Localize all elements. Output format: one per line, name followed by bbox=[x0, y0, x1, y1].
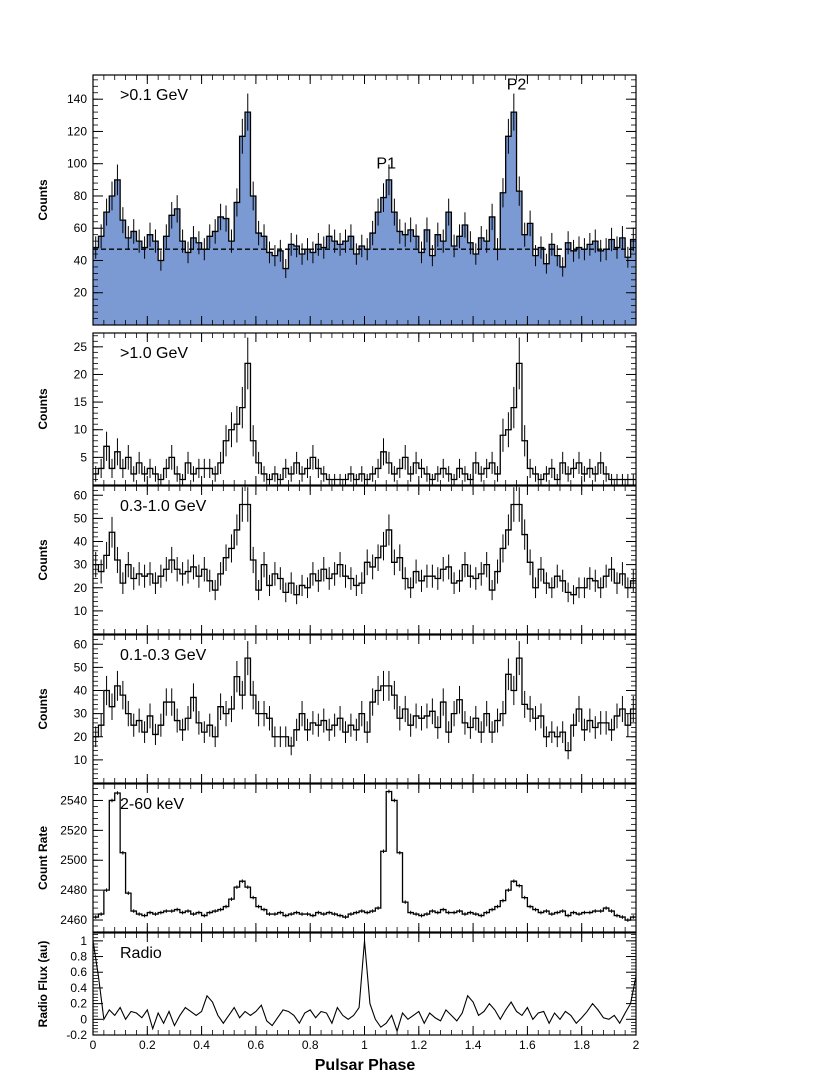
y-tick-label: 0.2 bbox=[70, 997, 87, 1011]
panel-1: 20 40 60 80 100 120 140 Counts >0.1 GeV P1 P2 bbox=[36, 74, 637, 326]
y-tick-label: 0.4 bbox=[70, 981, 87, 995]
panel-plot-area bbox=[93, 487, 636, 605]
y-tick-label: 40 bbox=[74, 535, 88, 549]
y-tick-label: 2520 bbox=[60, 823, 87, 837]
y-tick-label: 0 bbox=[80, 1012, 87, 1026]
panel-label: 0.1-0.3 GeV bbox=[120, 647, 207, 664]
x-tick-label: 0.8 bbox=[302, 1038, 319, 1052]
y-tick-label: 30 bbox=[74, 558, 88, 572]
y-tick-label: 40 bbox=[74, 684, 88, 698]
x-tick-label: 1.8 bbox=[573, 1038, 590, 1052]
y-tick-label: 60 bbox=[74, 637, 88, 651]
panel-2: 5 10 15 20 25 Counts >1.0 GeV bbox=[36, 332, 637, 486]
x-axis-label: Pulsar Phase bbox=[315, 1057, 416, 1074]
panel-frame bbox=[92, 932, 637, 1036]
panel-3: 10 20 30 40 50 60 Counts 0.3-1.0 GeV bbox=[36, 485, 637, 635]
y-tick-label: 10 bbox=[74, 604, 88, 618]
y-tick-label: 120 bbox=[67, 124, 87, 138]
y-tick-label: 0.6 bbox=[70, 965, 87, 979]
panel-plot-area bbox=[93, 93, 636, 325]
y-tick-label: 20 bbox=[74, 581, 88, 595]
y-axis-label: Counts bbox=[36, 688, 50, 730]
y-tick-label: 5 bbox=[80, 450, 87, 464]
y-tick-label: 60 bbox=[74, 221, 88, 235]
panel-label: >1.0 GeV bbox=[120, 345, 188, 362]
y-tick-label: 2480 bbox=[60, 883, 87, 897]
y-tick-label: 0.8 bbox=[70, 950, 87, 964]
y-axis-label: Counts bbox=[36, 539, 50, 581]
y-tick-label: 2540 bbox=[60, 793, 87, 807]
panel-5: 2460 2480 2500 2520 2540 Count Rate 2-60 keV bbox=[36, 783, 637, 933]
peak-annotation: P1 bbox=[376, 156, 396, 173]
panel-plot-area bbox=[93, 940, 636, 1033]
x-tick-label: 0.2 bbox=[139, 1038, 156, 1052]
panel-label: Radio bbox=[120, 945, 162, 962]
y-tick-label: 20 bbox=[74, 730, 88, 744]
panel-label: 2-60 keV bbox=[120, 796, 184, 813]
histogram-fill bbox=[93, 112, 636, 325]
x-tick-label: 0.4 bbox=[193, 1038, 210, 1052]
histogram-steps bbox=[93, 503, 636, 596]
peak-annotation: P2 bbox=[507, 77, 527, 94]
y-tick-label: 140 bbox=[67, 92, 87, 106]
y-tick-label: 25 bbox=[74, 340, 88, 354]
y-axis-label: Radio Flux (au) bbox=[36, 941, 50, 1028]
x-tick-label: 1.4 bbox=[465, 1038, 482, 1052]
y-axis-label: Counts bbox=[36, 388, 50, 430]
y-tick-label: 1 bbox=[80, 934, 87, 948]
y-tick-label: 50 bbox=[74, 511, 88, 525]
y-tick-label: 50 bbox=[74, 660, 88, 674]
y-tick-label: 40 bbox=[74, 253, 88, 267]
panel-plot-area bbox=[93, 789, 636, 922]
y-tick-label: 80 bbox=[74, 189, 88, 203]
y-tick-label: 20 bbox=[74, 286, 88, 300]
histogram-steps bbox=[93, 790, 636, 921]
histogram-steps bbox=[93, 111, 636, 270]
y-tick-label: 20 bbox=[74, 367, 88, 381]
panel-label: 0.3-1.0 GeV bbox=[120, 498, 207, 515]
y-tick-label: 2460 bbox=[60, 913, 87, 927]
x-tick-label: 1 bbox=[361, 1038, 368, 1052]
y-tick-label: 15 bbox=[74, 395, 88, 409]
panel-6: -0.2 00.2 0.4 0.60.8 1 Radio Flux (au) Radio bbox=[36, 932, 637, 1042]
panel-4: 10 20 30 40 50 60 Counts 0.1-0.3 GeV bbox=[36, 634, 637, 784]
y-tick-label: 30 bbox=[74, 707, 88, 721]
panel-label: >0.1 GeV bbox=[120, 87, 188, 104]
y-tick-label: 10 bbox=[74, 423, 88, 437]
x-tick-label: 0.6 bbox=[248, 1038, 265, 1052]
y-tick-label: -0.2 bbox=[66, 1028, 87, 1042]
histogram-steps bbox=[93, 362, 636, 481]
y-axis-label: Counts bbox=[36, 179, 50, 221]
y-tick-label: 60 bbox=[74, 488, 88, 502]
x-tick-label: 0 bbox=[90, 1038, 97, 1052]
y-tick-label: 10 bbox=[74, 753, 88, 767]
x-tick-label: 2 bbox=[633, 1038, 640, 1052]
y-tick-label: 100 bbox=[67, 157, 87, 171]
y-tick-label: 2500 bbox=[60, 853, 87, 867]
y-axis-label: Count Rate bbox=[36, 826, 50, 890]
x-tick-label: 1.2 bbox=[410, 1038, 427, 1052]
histogram-steps bbox=[93, 657, 636, 752]
x-tick-label: 1.6 bbox=[519, 1038, 536, 1052]
radio-line bbox=[93, 940, 636, 1033]
